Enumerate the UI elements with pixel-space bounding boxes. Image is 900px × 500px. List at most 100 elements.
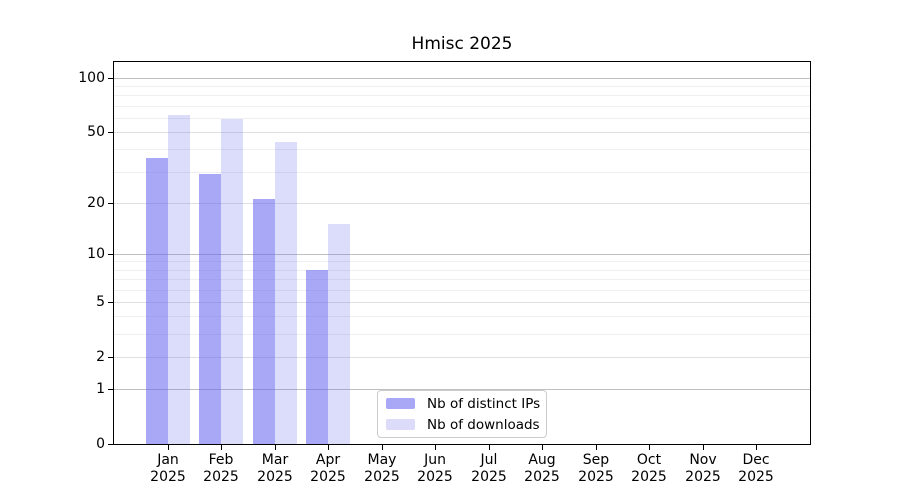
gridline-medium-20 (114, 203, 810, 204)
x-tick-label-month: Feb (208, 452, 234, 468)
x-tick-label-jun: Jun 2025 (403, 452, 467, 486)
y-tick-label-100: 100 (78, 70, 105, 86)
x-tick-label-aug: Aug 2025 (510, 452, 574, 486)
x-tick-nov (703, 445, 704, 450)
y-tick-label-2: 2 (96, 349, 105, 365)
legend-swatch-downloads (386, 419, 415, 430)
gridline-minor-60 (114, 118, 810, 119)
gridline-minor-30 (114, 172, 810, 173)
x-tick-dec (756, 445, 757, 450)
x-tick-label-month: Mar (261, 452, 289, 468)
gridline-medium-2 (114, 357, 810, 358)
legend-label-distinct-ips: Nb of distinct IPs (427, 395, 541, 412)
x-tick-label-may: May 2025 (350, 452, 414, 486)
x-tick-aug (542, 445, 543, 450)
y-tick-50 (108, 132, 113, 133)
x-tick-label-jan: Jan 2025 (136, 452, 200, 486)
gridline-major-1 (114, 389, 810, 390)
gridline-minor-6 (114, 290, 810, 291)
y-tick-5 (108, 302, 113, 303)
x-tick-label-year: 2025 (257, 469, 293, 485)
x-tick-label-month: May (367, 452, 397, 468)
x-tick-label-month: Nov (689, 452, 717, 468)
x-tick-feb (221, 445, 222, 450)
gridline-minor-90 (114, 86, 810, 87)
x-tick-label-year: 2025 (578, 469, 614, 485)
x-tick-label-year: 2025 (631, 469, 667, 485)
y-tick-label-10: 10 (87, 246, 105, 262)
chart-title: Hmisc 2025 (411, 34, 513, 54)
y-tick-10 (108, 254, 113, 255)
legend-label-downloads: Nb of downloads (427, 416, 540, 433)
y-tick-label-0: 0 (96, 436, 105, 452)
x-tick-label-month: Jul (480, 452, 498, 468)
x-tick-label-mar: Mar 2025 (243, 452, 307, 486)
x-tick-label-month: Jun (424, 452, 446, 468)
y-tick-20 (108, 203, 113, 204)
bar-feb-distinct-ips (199, 174, 221, 444)
gridline-minor-8 (114, 270, 810, 271)
x-tick-label-dec: Dec 2025 (724, 452, 788, 486)
plot-area (113, 61, 811, 445)
x-tick-label-year: 2025 (524, 469, 560, 485)
x-tick-label-year: 2025 (685, 469, 721, 485)
gridline-minor-3 (114, 334, 810, 335)
x-tick-label-year: 2025 (738, 469, 774, 485)
x-tick-apr (328, 445, 329, 450)
gridline-minor-40 (114, 149, 810, 150)
y-tick-1 (108, 389, 113, 390)
x-tick-may (382, 445, 383, 450)
bar-feb-downloads (221, 119, 243, 444)
x-tick-label-year: 2025 (364, 469, 400, 485)
x-tick-label-year: 2025 (471, 469, 507, 485)
bar-apr-distinct-ips (306, 270, 328, 444)
y-tick-label-1: 1 (96, 381, 105, 397)
gridline-medium-50 (114, 132, 810, 133)
y-tick-0 (108, 444, 113, 445)
y-tick-label-20: 20 (87, 195, 105, 211)
y-tick-label-50: 50 (87, 124, 105, 140)
legend-swatch-distinct-ips (386, 398, 415, 409)
y-tick-100 (108, 78, 113, 79)
x-tick-label-oct: Oct 2025 (617, 452, 681, 486)
x-tick-label-year: 2025 (203, 469, 239, 485)
x-tick-label-feb: Feb 2025 (189, 452, 253, 486)
gridline-minor-7 (114, 279, 810, 280)
legend-entry-distinct-ips: Nb of distinct IPs (386, 394, 541, 413)
x-tick-jun (435, 445, 436, 450)
x-tick-mar (275, 445, 276, 450)
x-tick-label-apr: Apr 2025 (296, 452, 360, 486)
gridline-major-10 (114, 254, 810, 255)
x-tick-label-year: 2025 (417, 469, 453, 485)
x-tick-jan (168, 445, 169, 450)
bar-mar-distinct-ips (253, 199, 275, 444)
x-tick-label-nov: Nov 2025 (671, 452, 735, 486)
x-tick-sep (596, 445, 597, 450)
gridline-minor-70 (114, 106, 810, 107)
y-tick-label-5: 5 (96, 294, 105, 310)
y-tick-2 (108, 357, 113, 358)
bar-apr-downloads (328, 224, 350, 444)
legend-entry-downloads: Nb of downloads (386, 415, 540, 434)
gridline-minor-80 (114, 95, 810, 96)
bar-jan-downloads (168, 115, 190, 444)
x-tick-label-month: Jan (157, 452, 179, 468)
x-tick-jul (489, 445, 490, 450)
x-tick-label-month: Dec (742, 452, 770, 468)
x-tick-label-month: Sep (582, 452, 610, 468)
x-tick-oct (649, 445, 650, 450)
x-tick-label-year: 2025 (310, 469, 346, 485)
bar-jan-distinct-ips (146, 158, 168, 444)
x-tick-label-jul: Jul 2025 (457, 452, 521, 486)
x-tick-label-sep: Sep 2025 (564, 452, 628, 486)
bar-mar-downloads (275, 142, 297, 444)
gridline-minor-4 (114, 316, 810, 317)
x-tick-label-month: Aug (528, 452, 556, 468)
x-tick-label-year: 2025 (150, 469, 186, 485)
gridline-major-100 (114, 78, 810, 79)
x-tick-label-month: Apr (315, 452, 341, 468)
legend: Nb of distinct IPs Nb of downloads (377, 390, 547, 438)
gridline-medium-5 (114, 302, 810, 303)
gridline-minor-9 (114, 261, 810, 262)
